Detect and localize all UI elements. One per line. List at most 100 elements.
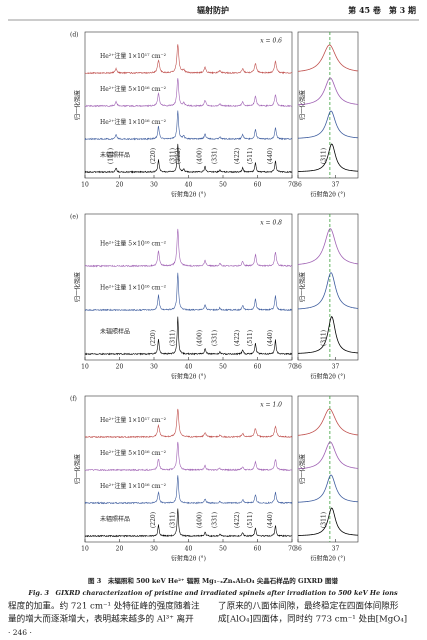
peak-label: (220): [150, 330, 157, 346]
zoom-curve: [297, 507, 359, 536]
xrd-curve: [84, 408, 293, 439]
x-axis-label: 衍射角2θ (°): [171, 373, 206, 381]
zoom-x-tick-label: 37: [332, 364, 340, 371]
zoom-peak-label: (311): [320, 512, 327, 528]
peak-label: (422): [234, 148, 241, 164]
peak-label: (222): [175, 148, 182, 164]
x-tick-label: 20: [116, 364, 124, 371]
xrd-curve: [84, 228, 293, 268]
body-line: 量的增大而逐渐增大，表明越来越多的 Al³⁺ 离开: [8, 613, 194, 625]
x-tick-label: 50: [219, 546, 227, 553]
peak-label: (511): [247, 512, 254, 528]
peak-label: (440): [267, 512, 274, 528]
zoom-x-axis-label: 衍射角2θ (°): [310, 555, 345, 563]
xrd-curve: [84, 272, 293, 312]
peak-label: (311): [169, 512, 176, 528]
peak-label: (422): [234, 330, 241, 346]
zoom-x-axis-label: 衍射角2θ (°): [310, 373, 345, 381]
xrd-curve: [84, 316, 293, 356]
x-tick-label: 70: [288, 364, 296, 371]
trace-label: 未辐照样品: [100, 328, 130, 336]
x-tick-label: 10: [81, 182, 89, 189]
peak-label: (331): [211, 512, 218, 528]
x-tick-label: 70: [288, 546, 296, 553]
body-line: 程度的加重。约 721 cm⁻¹ 处特征峰的强度随着注: [8, 600, 200, 612]
zoom-x-tick-label: 37: [332, 546, 340, 553]
zoom-curve: [297, 110, 359, 139]
x-tick-label: 60: [254, 182, 262, 189]
trace-label: He²⁺注量 1×10¹⁷ cm⁻²: [100, 416, 167, 424]
zoom-frame: [297, 31, 359, 179]
x-tick-label: 10: [81, 364, 89, 371]
x-axis-label: 衍射角2θ (°): [171, 191, 206, 199]
x-tick-label: 40: [185, 364, 193, 371]
caption-cn: 图 3 未辐照和 500 keV He²⁺ 辐照 Mg₁₋ₓZnₓAl₂O₄ 尖…: [88, 576, 338, 585]
zoom-curve: [297, 315, 359, 354]
zoom-curve: [297, 441, 359, 470]
caption-en: Fig. 3 GIXRD characterization of pristin…: [27, 589, 398, 597]
x-tick-label: 60: [254, 546, 262, 553]
peak-label: (440): [267, 148, 274, 164]
zoom-peak-label: (311): [320, 330, 327, 346]
xrd-curve: [84, 475, 293, 505]
page-number: · 246 ·: [8, 628, 32, 637]
panel-label: (f): [70, 396, 77, 403]
zoom-curve: [297, 272, 359, 310]
x-tick-label: 30: [150, 182, 158, 189]
peak-label: (111): [108, 148, 115, 164]
body-line: 成[AlO₄]四面体，同时约 773 cm⁻¹ 处由[MgO₄]: [218, 613, 407, 625]
annotation: x = 0.6: [260, 38, 282, 45]
zoom-curve: [297, 474, 359, 503]
x-tick-label: 70: [288, 182, 296, 189]
xrd-curve: [84, 441, 293, 472]
peak-label: (220): [150, 512, 157, 528]
x-tick-label: 60: [254, 364, 262, 371]
issue: 第 45 卷 第 3 期: [348, 5, 416, 15]
x-tick-label: 50: [219, 182, 227, 189]
zoom-x-tick-label: 36: [294, 182, 302, 189]
trace-label: He²⁺注量 1×10¹⁶ cm⁻²: [100, 284, 167, 292]
zoom-x-tick-label: 36: [294, 364, 302, 371]
zoom-curve: [297, 44, 359, 72]
trace-label: He²⁺注量 5×10¹⁶ cm⁻²: [100, 449, 167, 457]
xrd-curve: [84, 508, 293, 538]
x-tick-label: 10: [81, 546, 89, 553]
peak-label: (440): [267, 330, 274, 346]
zoom-x-tick-label: 37: [332, 182, 340, 189]
zoom-y-axis-label: 归一化强度: [299, 454, 307, 484]
x-tick-label: 20: [116, 546, 124, 553]
panel-label: (e): [70, 214, 78, 221]
x-tick-label: 30: [150, 546, 158, 553]
peak-label: (400): [197, 330, 204, 346]
annotation: x = 0.8: [260, 220, 282, 227]
zoom-y-axis-label: 归一化强度: [299, 272, 307, 302]
x-axis-label: 衍射角2θ (°): [171, 555, 206, 563]
peak-label: (311): [169, 148, 176, 164]
peak-label: (422): [234, 512, 241, 528]
trace-label: 未辐照样品: [100, 515, 130, 523]
y-axis-label: 归一化强度: [74, 272, 82, 302]
zoom-curve: [297, 143, 359, 172]
peak-label: (331): [211, 330, 218, 346]
x-tick-label: 20: [116, 182, 124, 189]
annotation: x = 1.0: [260, 402, 282, 409]
zoom-x-axis-label: 衍射角2θ (°): [310, 191, 345, 199]
peak-label: (331): [211, 148, 218, 164]
trace-label: He²⁺注量 5×10¹⁶ cm⁻²: [100, 240, 167, 248]
y-axis-label: 归一化强度: [74, 454, 82, 484]
peak-label: (311): [169, 330, 176, 346]
peak-label: (511): [247, 330, 254, 346]
zoom-curve: [297, 228, 359, 265]
trace-label: He²⁺注量 5×10¹⁶ cm⁻²: [100, 85, 167, 93]
peak-label: (400): [197, 512, 204, 528]
zoom-curve: [297, 408, 359, 436]
xrd-curve: [84, 78, 293, 108]
panel-label: (d): [70, 32, 79, 39]
zoom-frame: [297, 213, 359, 361]
zoom-y-axis-label: 归一化强度: [299, 90, 307, 120]
zoom-frame: [297, 395, 359, 543]
x-tick-label: 50: [219, 364, 227, 371]
journal: 辐射防护: [197, 5, 229, 15]
peak-label: (511): [247, 148, 254, 164]
trace-label: He²⁺注量 1×10¹⁶ cm⁻²: [100, 482, 167, 490]
